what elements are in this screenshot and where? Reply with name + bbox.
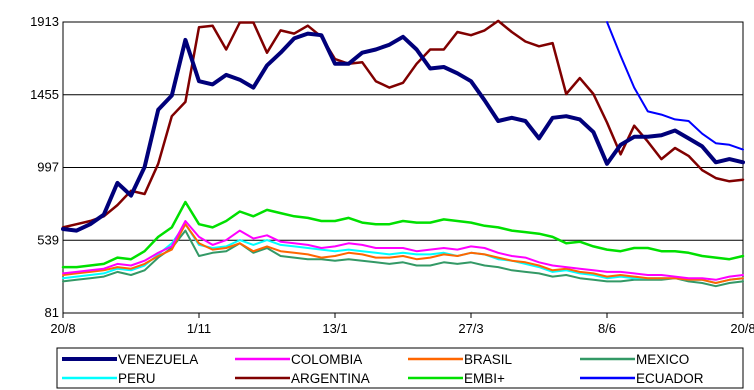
- series-line-ecuador: [606, 21, 744, 151]
- legend-label: ARGENTINA: [291, 371, 370, 386]
- legend-label: ECUADOR: [636, 371, 704, 386]
- x-axis-tick-labels: 20/8 1/11 13/1 27/3 8/6 20/8: [50, 313, 754, 336]
- y-tick-label: 1913: [30, 14, 59, 29]
- series-line-argentina: [61, 19, 745, 229]
- series-lines: [61, 19, 745, 288]
- legend-box: [56, 347, 744, 389]
- legend-label: COLOMBIA: [291, 352, 362, 367]
- y-axis-tick-labels: 81 539 997 1455 1913: [30, 14, 59, 320]
- series-line-embi-: [61, 200, 745, 269]
- x-tick-label: 13/1: [322, 321, 347, 336]
- series-line-brasil: [62, 223, 744, 284]
- x-tick-label: 8/6: [598, 321, 616, 336]
- series-line-colombia: [62, 220, 744, 281]
- series-line-venezuela: [61, 31, 745, 233]
- legend-label: PERU: [118, 371, 156, 386]
- plot-area-frame: [62, 21, 744, 314]
- legend-label: BRASIL: [464, 352, 513, 367]
- y-tick-label: 997: [37, 160, 59, 175]
- y-tick-label: 81: [45, 305, 59, 320]
- legend: VENEZUELA COLOMBIA BRASIL MEXICO PERU ARGENTI…: [56, 347, 744, 389]
- corner-smudge: [0, 0, 14, 14]
- y-tick-label: 1455: [30, 87, 59, 102]
- y-tick-label: 539: [37, 232, 59, 247]
- x-tick-label: 27/3: [458, 321, 483, 336]
- legend-label: VENEZUELA: [118, 352, 198, 367]
- legend-label: MEXICO: [636, 352, 689, 367]
- x-tick-label: 1/11: [187, 321, 211, 336]
- legend-label: EMBI+: [464, 371, 505, 386]
- x-tick-label: 20/8: [50, 321, 75, 336]
- x-tick-label: 20/8: [730, 321, 754, 336]
